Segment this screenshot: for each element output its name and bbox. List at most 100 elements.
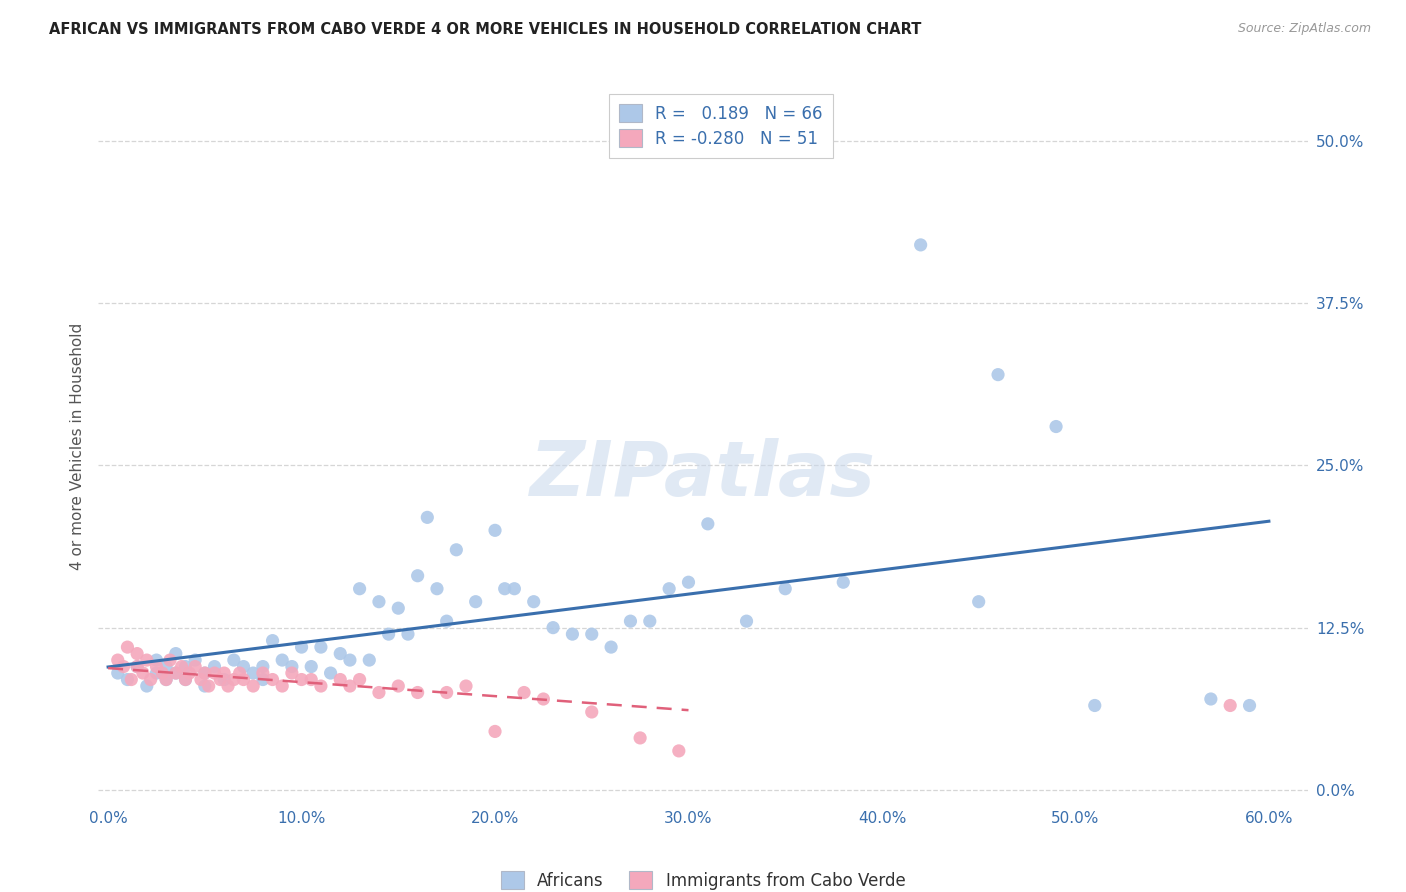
Point	[132, 666, 155, 681]
Point	[212, 666, 235, 681]
Point	[387, 601, 409, 615]
Point	[139, 673, 162, 687]
Point	[155, 673, 177, 687]
Point	[212, 673, 235, 687]
Point	[150, 666, 173, 681]
Point	[204, 659, 226, 673]
Point	[668, 744, 690, 758]
Point	[135, 653, 157, 667]
Point	[406, 568, 429, 582]
Text: ZIPatlas: ZIPatlas	[530, 438, 876, 511]
Point	[170, 659, 193, 673]
Point	[349, 582, 371, 596]
Point	[1239, 698, 1261, 713]
Point	[232, 659, 254, 673]
Point	[735, 614, 758, 628]
Point	[159, 653, 181, 667]
Point	[184, 659, 207, 673]
Point	[319, 666, 342, 681]
Text: Source: ZipAtlas.com: Source: ZipAtlas.com	[1237, 22, 1371, 36]
Point	[910, 238, 932, 252]
Point	[281, 659, 304, 673]
Point	[773, 582, 796, 596]
Point	[120, 673, 142, 687]
Point	[271, 679, 294, 693]
Point	[135, 679, 157, 693]
Point	[194, 679, 217, 693]
Point	[1199, 692, 1222, 706]
Point	[252, 666, 274, 681]
Point	[190, 673, 212, 687]
Point	[127, 647, 149, 661]
Point	[678, 575, 700, 590]
Point	[696, 516, 718, 531]
Point	[197, 679, 219, 693]
Point	[619, 614, 641, 628]
Point	[581, 705, 603, 719]
Point	[174, 673, 197, 687]
Point	[368, 685, 391, 699]
Point	[204, 666, 226, 681]
Point	[503, 582, 526, 596]
Point	[967, 595, 990, 609]
Point	[309, 640, 332, 654]
Point	[494, 582, 516, 596]
Point	[112, 659, 135, 673]
Point	[329, 647, 352, 661]
Point	[638, 614, 661, 628]
Point	[406, 685, 429, 699]
Point	[464, 595, 486, 609]
Point	[600, 640, 623, 654]
Point	[117, 673, 139, 687]
Point	[299, 673, 322, 687]
Point	[145, 653, 167, 667]
Point	[222, 653, 245, 667]
Point	[281, 666, 304, 681]
Point	[1084, 698, 1107, 713]
Point	[127, 659, 149, 673]
Y-axis label: 4 or more Vehicles in Household: 4 or more Vehicles in Household	[69, 322, 84, 570]
Point	[349, 673, 371, 687]
Point	[179, 666, 201, 681]
Point	[155, 659, 177, 673]
Point	[184, 653, 207, 667]
Point	[426, 582, 449, 596]
Point	[252, 659, 274, 673]
Point	[1045, 419, 1067, 434]
Point	[396, 627, 419, 641]
Point	[217, 679, 239, 693]
Point	[262, 673, 284, 687]
Point	[309, 679, 332, 693]
Point	[1219, 698, 1241, 713]
Point	[290, 640, 312, 654]
Point	[484, 724, 506, 739]
Point	[416, 510, 439, 524]
Point	[165, 666, 187, 681]
Point	[484, 524, 506, 538]
Point	[513, 685, 536, 699]
Point	[145, 659, 167, 673]
Point	[523, 595, 546, 609]
Point	[290, 673, 312, 687]
Point	[339, 679, 361, 693]
Point	[222, 673, 245, 687]
Point	[165, 647, 187, 661]
Point	[107, 653, 129, 667]
Point	[107, 666, 129, 681]
Point	[299, 659, 322, 673]
Point	[531, 692, 554, 706]
Point	[387, 679, 409, 693]
Point	[446, 542, 468, 557]
Text: AFRICAN VS IMMIGRANTS FROM CABO VERDE 4 OR MORE VEHICLES IN HOUSEHOLD CORRELATIO: AFRICAN VS IMMIGRANTS FROM CABO VERDE 4 …	[49, 22, 921, 37]
Point	[454, 679, 477, 693]
Point	[117, 640, 139, 654]
Point	[832, 575, 855, 590]
Point	[194, 666, 217, 681]
Point	[561, 627, 583, 641]
Point	[262, 633, 284, 648]
Point	[581, 627, 603, 641]
Point	[271, 653, 294, 667]
Point	[127, 659, 149, 673]
Point	[987, 368, 1010, 382]
Point	[228, 666, 250, 681]
